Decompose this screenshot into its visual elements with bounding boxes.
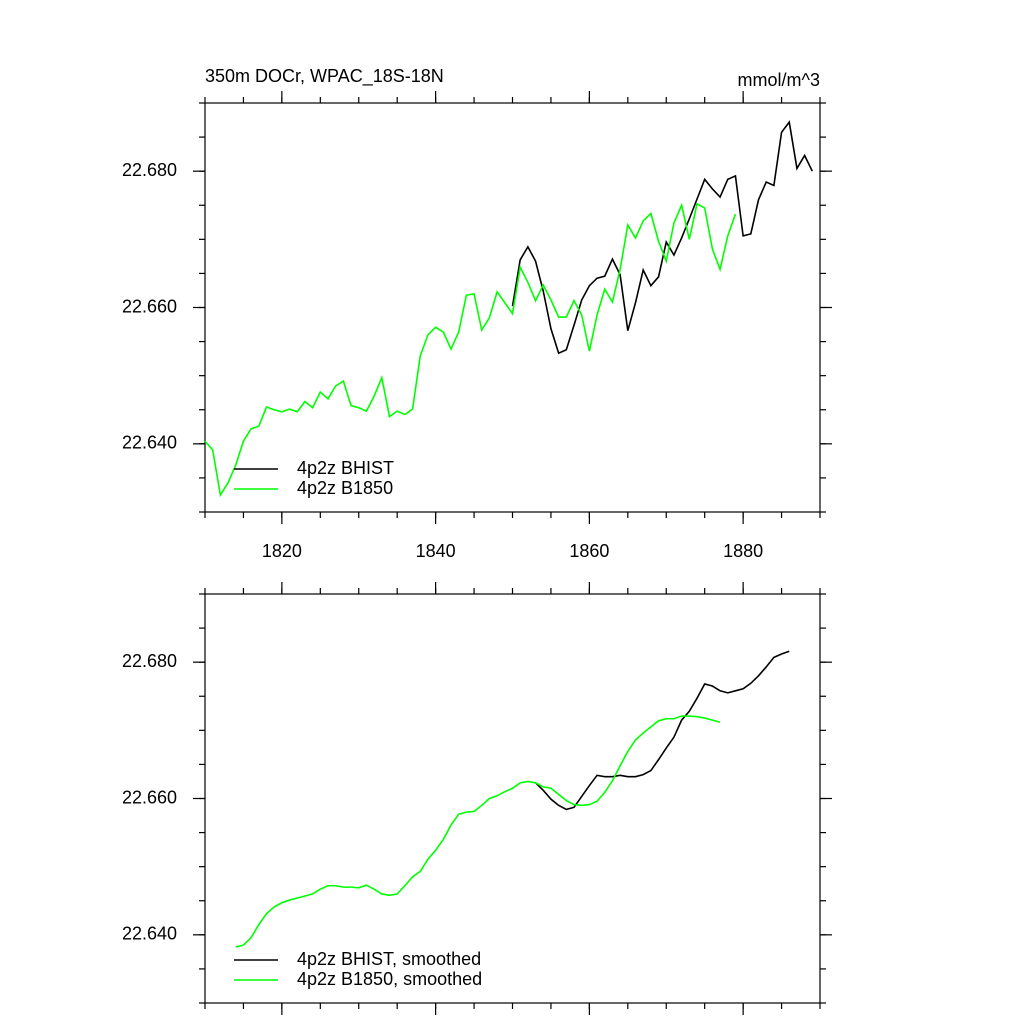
legend-label: 4p2z BHIST, smoothed [297,949,481,969]
legend-label: 4p2z BHIST [297,458,394,478]
chart-title: 350m DOCr, WPAC_18S-18N [205,66,444,87]
series-line [535,650,790,811]
plot-frame [204,593,821,1004]
y-tick-label: 22.660 [122,787,177,807]
x-tick-label: 1860 [569,541,609,561]
legend-label: 4p2z B1850 [297,478,393,498]
y-tick-label: 22.680 [122,651,177,671]
plot-frame [204,102,821,513]
legend-label: 4p2z B1850, smoothed [297,969,482,989]
series-line [511,120,814,355]
x-tick-label: 1840 [416,541,456,561]
x-tick-label: 1880 [723,541,763,561]
series-line [235,715,721,948]
series-line [204,202,737,498]
y-tick-label: 22.640 [122,924,177,944]
y-tick-label: 22.660 [122,296,177,316]
x-tick-label: 1820 [262,541,302,561]
y-tick-label: 22.680 [122,160,177,180]
y-tick-label: 22.640 [122,433,177,453]
units-label: mmol/m^3 [738,70,820,90]
